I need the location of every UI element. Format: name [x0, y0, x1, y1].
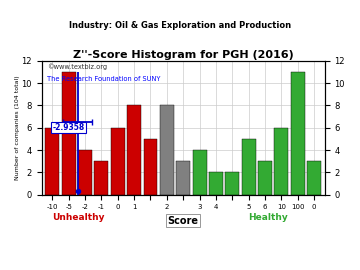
- Text: ©www.textbiz.org: ©www.textbiz.org: [47, 63, 107, 70]
- Bar: [111, 128, 125, 195]
- Bar: [78, 150, 92, 195]
- Text: Healthy: Healthy: [248, 213, 288, 222]
- Text: Industry: Oil & Gas Exploration and Production: Industry: Oil & Gas Exploration and Prod…: [69, 21, 291, 30]
- Text: The Research Foundation of SUNY: The Research Foundation of SUNY: [47, 76, 161, 82]
- Bar: [94, 161, 108, 195]
- Text: -2.9358: -2.9358: [53, 123, 85, 132]
- Bar: [209, 172, 223, 195]
- Bar: [274, 128, 288, 195]
- Bar: [225, 172, 239, 195]
- Bar: [160, 106, 174, 195]
- Bar: [193, 150, 207, 195]
- Bar: [127, 106, 141, 195]
- Bar: [291, 72, 305, 195]
- Bar: [45, 128, 59, 195]
- Bar: [307, 161, 321, 195]
- Bar: [144, 139, 157, 195]
- Bar: [62, 72, 76, 195]
- X-axis label: Score: Score: [168, 216, 199, 226]
- Bar: [258, 161, 272, 195]
- Title: Z''-Score Histogram for PGH (2016): Z''-Score Histogram for PGH (2016): [73, 50, 293, 60]
- Text: Unhealthy: Unhealthy: [52, 213, 105, 222]
- Bar: [176, 161, 190, 195]
- Y-axis label: Number of companies (104 total): Number of companies (104 total): [15, 75, 20, 180]
- Bar: [242, 139, 256, 195]
